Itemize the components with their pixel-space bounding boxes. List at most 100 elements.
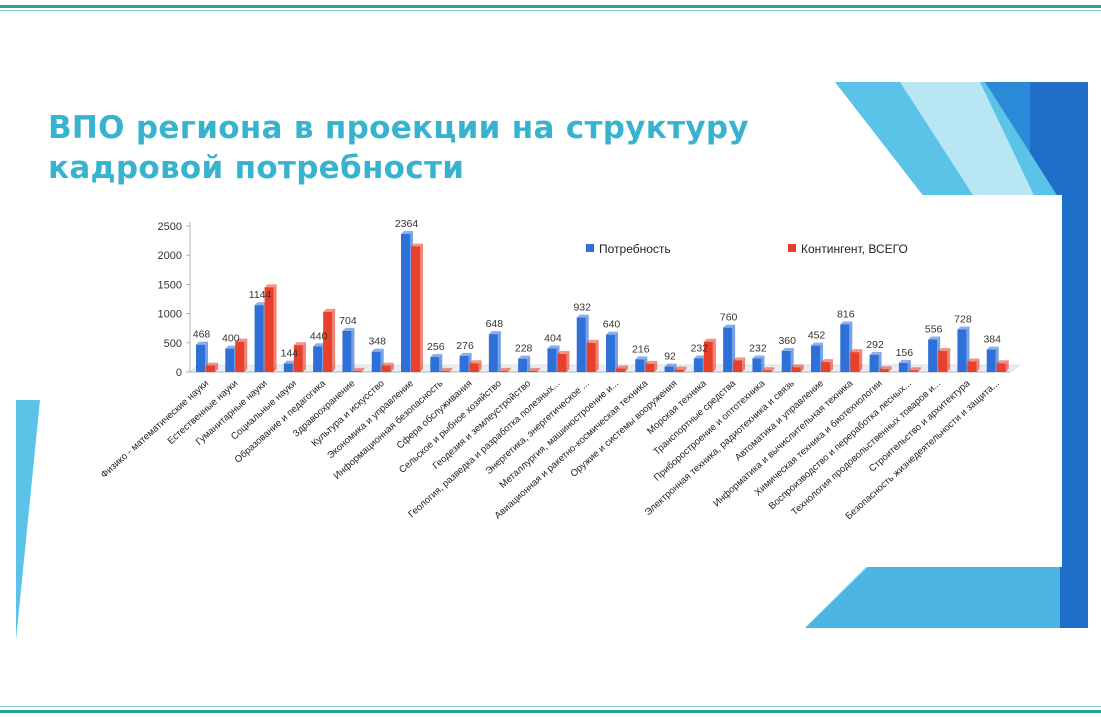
bar-contingent [938, 347, 951, 372]
bar-need-front [957, 329, 967, 372]
bar-need-side [878, 351, 882, 372]
bar-contingent [821, 359, 833, 372]
x-tick-label: Физико - математические науки [99, 378, 211, 481]
bar-contingent-top [967, 358, 980, 362]
bar-need-top [254, 302, 267, 306]
bar-contingent-side [302, 342, 306, 372]
title-line-2: кадровой потребности [48, 150, 465, 186]
bar-contingent-side [1005, 360, 1009, 372]
bar-contingent-side [244, 338, 248, 372]
bar-need-top [898, 359, 911, 363]
bar-contingent-front [996, 363, 1006, 372]
bar-contingent-front [938, 350, 948, 372]
bar-contingent-front [616, 368, 625, 372]
title-line-1: ВПО региона в проекции на структуру [48, 110, 749, 146]
bar-contingent-side [449, 367, 453, 372]
bar-contingent-side [478, 360, 482, 372]
legend-label: Потребность [599, 242, 671, 256]
bar-need [430, 354, 443, 372]
legend-label: Контингент, ВСЕГО [801, 242, 908, 256]
bar-contingent [996, 360, 1009, 372]
data-label: 2364 [395, 218, 419, 230]
bar-contingent [381, 362, 394, 372]
bar-contingent-side [625, 365, 628, 372]
chart-panel [110, 195, 1062, 567]
data-label: 216 [632, 343, 650, 355]
bottom-rule [0, 710, 1101, 713]
data-label: 232 [749, 342, 767, 354]
bar-need-side [497, 331, 501, 372]
bar-need-top [781, 347, 794, 351]
bar-need-top [430, 354, 443, 358]
bar-contingent-top [879, 366, 892, 370]
data-label: 816 [837, 308, 855, 320]
data-label: 932 [573, 302, 591, 314]
bar-contingent-top [586, 339, 599, 343]
bar-need-top [752, 355, 765, 359]
bar-need-top [283, 360, 296, 364]
bar-need-front [371, 351, 381, 372]
bar-contingent-side [332, 308, 336, 372]
bar-contingent-top [469, 360, 482, 364]
bar-need [518, 355, 531, 372]
bar-need-front [635, 359, 645, 372]
bar-contingent-top [908, 367, 921, 371]
bar-need-front [342, 330, 352, 372]
bar-need [342, 327, 355, 372]
bar-contingent-side [654, 360, 658, 372]
bar-contingent-front [586, 342, 596, 372]
bar-contingent [352, 367, 365, 372]
bar-need-front [547, 348, 557, 372]
bar-need-front [254, 305, 264, 372]
bar-need-top [576, 314, 589, 318]
bar-need-top [986, 346, 999, 350]
bar-need-top [957, 326, 970, 330]
bar-contingent-side [683, 366, 687, 372]
bar-need-top [928, 336, 941, 340]
bar-contingent-top [440, 367, 453, 371]
bar-need-front [811, 345, 820, 372]
bar-need-front [986, 349, 996, 372]
bar-contingent-front [381, 365, 391, 372]
bar-contingent-top [791, 364, 804, 368]
bar-contingent-front [762, 370, 772, 372]
bar-need [752, 355, 765, 372]
bar-contingent-front [703, 341, 713, 372]
bar-need-top [313, 343, 326, 347]
data-label: 256 [427, 341, 445, 353]
bar-contingent-front [293, 345, 303, 372]
data-label: 404 [544, 332, 562, 344]
deco-left-triangle [16, 400, 40, 640]
data-label: 468 [193, 329, 211, 341]
bar-need-front [781, 350, 791, 372]
data-label: 648 [486, 318, 504, 330]
y-tick-label: 1500 [158, 279, 182, 291]
bar-contingent-top [381, 362, 394, 366]
data-label: 92 [664, 351, 676, 363]
data-label: 640 [603, 319, 621, 331]
data-label: 232 [691, 342, 709, 354]
data-label: 276 [456, 340, 474, 352]
bar-need-front [840, 324, 850, 372]
bar-need-top [547, 345, 560, 349]
data-label: 228 [515, 343, 533, 355]
bar-contingent-side [830, 359, 833, 372]
bar-contingent [908, 367, 921, 372]
data-label: 400 [222, 333, 240, 345]
bar-contingent-top [498, 367, 511, 371]
bar-need-front [430, 357, 440, 372]
y-tick-label: 0 [176, 367, 182, 379]
bar-contingent [440, 367, 453, 372]
bar-need [664, 363, 677, 372]
bar-contingent-top [235, 338, 248, 342]
bar-contingent-side [595, 339, 599, 372]
bar-contingent-side [888, 366, 892, 372]
bar-need-front [693, 358, 703, 372]
bar-contingent [411, 243, 423, 372]
bar-need-front [459, 355, 469, 372]
bar-contingent-side [390, 362, 394, 372]
bar-contingent-front [674, 369, 684, 372]
bar-contingent-front [645, 363, 655, 372]
bar-contingent [967, 358, 980, 372]
